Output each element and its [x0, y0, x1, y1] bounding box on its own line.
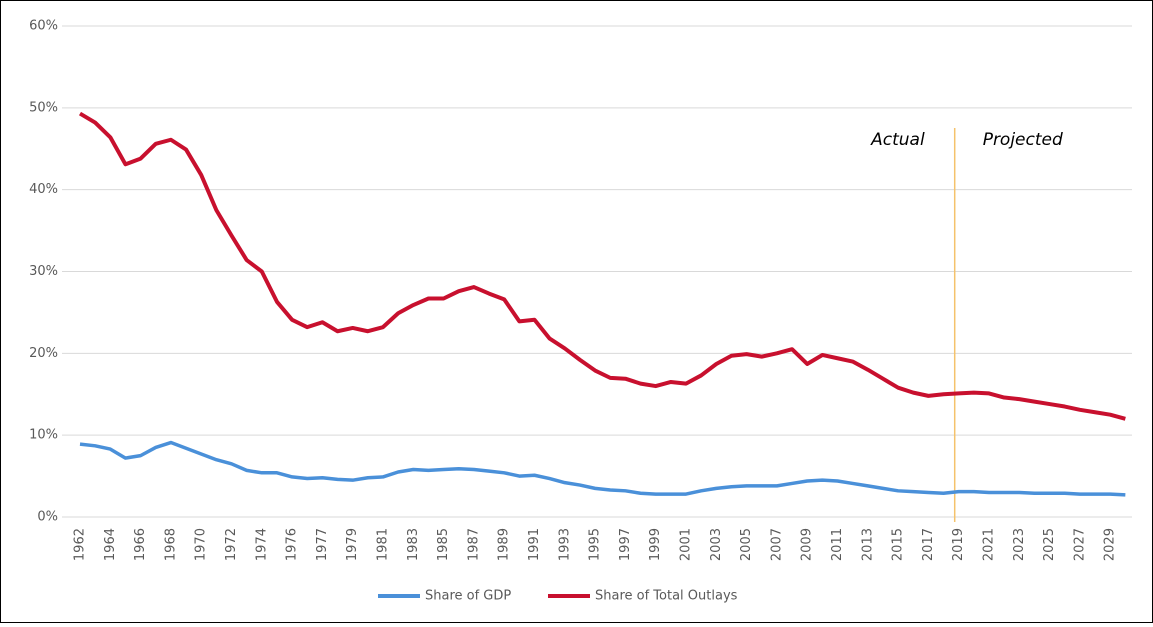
y-tick-label: 60% [29, 19, 58, 34]
y-tick-label: 20% [29, 346, 58, 361]
x-tick-label: 2007 [769, 528, 784, 561]
x-tick-label: 2013 [860, 528, 875, 561]
x-tick-label: 1974 [254, 528, 269, 561]
x-tick-label: 1999 [648, 528, 663, 561]
x-tick-label: 1987 [466, 528, 481, 561]
x-tick-label: 1997 [618, 528, 633, 561]
x-tick-label: 1964 [103, 528, 118, 561]
annotation: Actual [870, 130, 925, 150]
x-tick-label: 2017 [921, 528, 936, 561]
x-tick-label: 1991 [527, 528, 542, 561]
y-tick-label: 0% [37, 510, 58, 525]
x-tick-label: 2029 [1103, 528, 1118, 561]
legend-label: Share of Total Outlays [595, 589, 738, 604]
x-tick-label: 2023 [1012, 528, 1027, 561]
x-tick-label: 1989 [497, 528, 512, 561]
x-tick-label: 1977 [315, 528, 330, 561]
x-tick-label: 2001 [679, 528, 694, 561]
data-line [78, 111, 1126, 421]
data-line [79, 440, 1126, 497]
x-tick-label: 1981 [376, 528, 391, 561]
x-tick-label: 2005 [739, 528, 754, 561]
x-tick-label: 2009 [800, 528, 815, 561]
y-tick-label: 10% [29, 428, 58, 443]
legend-label: Share of GDP [425, 589, 511, 604]
x-tick-label: 2011 [830, 528, 845, 561]
x-tick-label: 2021 [982, 528, 997, 561]
x-tick-label: 1979 [345, 528, 360, 561]
x-tick-label: 2015 [891, 528, 906, 561]
x-tick-label: 1966 [133, 528, 148, 561]
x-tick-label: 1972 [224, 528, 239, 561]
x-tick-label: 2003 [709, 528, 724, 561]
x-tick-label: 2019 [951, 528, 966, 561]
annotation: Projected [983, 130, 1063, 150]
x-tick-label: 1993 [557, 528, 572, 561]
x-tick-label: 1983 [406, 528, 421, 561]
y-tick-label: 50% [29, 100, 58, 115]
x-tick-label: 1976 [285, 528, 300, 561]
x-tick-label: 2025 [1042, 528, 1057, 561]
x-tick-label: 1985 [436, 528, 451, 561]
y-tick-label: 40% [29, 182, 58, 197]
y-tick-label: 30% [29, 264, 58, 279]
x-tick-label: 1962 [73, 528, 88, 561]
x-tick-label: 2027 [1072, 528, 1087, 561]
x-tick-label: 1995 [588, 528, 603, 561]
x-tick-label: 1968 [163, 528, 178, 561]
x-tick-label: 1970 [194, 528, 209, 561]
